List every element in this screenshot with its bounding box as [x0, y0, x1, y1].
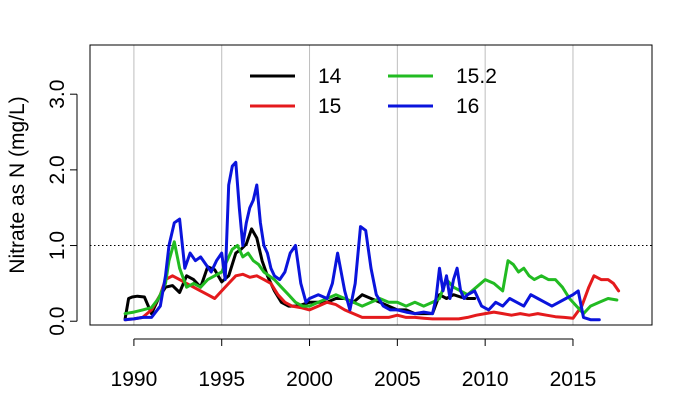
series-line-16: [123, 160, 601, 322]
x-tick-label: 2005: [374, 368, 421, 391]
series-line-15: [123, 272, 621, 322]
axes: 1990 1995 2000 2005 2010 2015 0.0 1.0 2.0 3.0: [46, 80, 596, 391]
legend-label-15.2: 15.2: [456, 65, 497, 88]
y-tick-label: 2.0: [46, 155, 69, 184]
series-lines: [123, 160, 621, 322]
legend: 14 15 15.2 16: [250, 65, 497, 118]
x-tick-label: 2015: [550, 368, 597, 391]
legend-label-16: 16: [456, 95, 479, 118]
x-tick-label: 1995: [198, 368, 245, 391]
y-axis-title: Nitrate as N (mg/L): [6, 96, 29, 273]
y-tick-label: 3.0: [46, 80, 69, 109]
x-tick-label: 1990: [111, 368, 158, 391]
x-tick-label: 2000: [286, 368, 333, 391]
y-tick-label: 1.0: [46, 231, 69, 260]
x-tick-label: 2010: [462, 368, 509, 391]
plot-area-frame: [89, 44, 653, 326]
series-line-15.2: [123, 240, 619, 316]
vertical-grid: [133, 45, 574, 325]
y-tick-label: 0.0: [46, 307, 69, 336]
legend-label-15: 15: [318, 95, 341, 118]
legend-label-14: 14: [318, 65, 342, 88]
